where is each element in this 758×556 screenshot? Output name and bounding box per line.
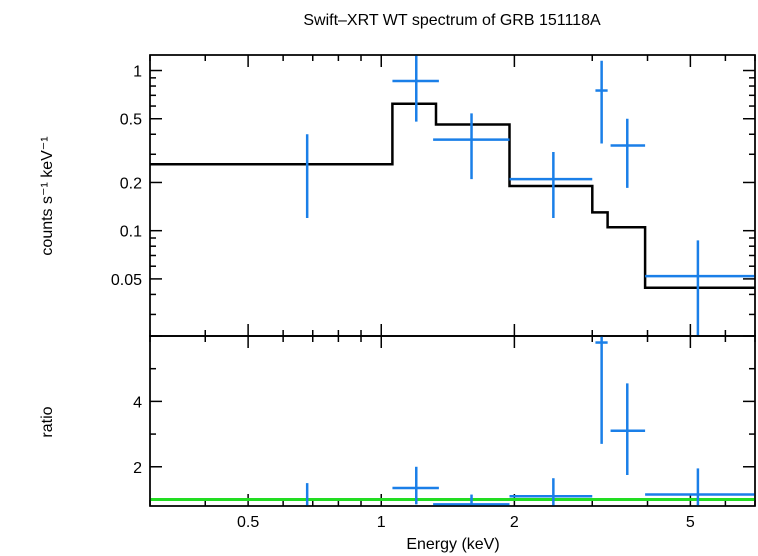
spectrum-panel-frame (149, 54, 756, 337)
ratio-data-point (509, 478, 593, 506)
spectrum-y-tick-label: 0.5 (120, 112, 142, 129)
x-tick-label: 1 (377, 514, 386, 531)
spectrum-data-point (610, 118, 646, 188)
ratio-data-point (433, 494, 510, 506)
ratio-y-tick-label: 2 (133, 460, 142, 477)
ratio-panel-border-frame (149, 335, 756, 507)
spectrum-y-axis-label: counts s⁻¹ keV⁻¹ (39, 136, 56, 255)
ratio-data-point (392, 466, 439, 505)
x-tick-label: 0.5 (237, 514, 259, 531)
ratio-panel-frame (149, 335, 756, 507)
spectrum-y-tick-label: 0.05 (111, 272, 142, 289)
spectrum-data-point (595, 60, 608, 144)
x-axis-label: Energy (keV) (406, 536, 499, 553)
spectrum-data-point (392, 55, 439, 122)
spectrum-y-tick-label: 0.2 (120, 175, 142, 192)
spectrum-data-point (645, 240, 755, 336)
model-step-line (150, 102, 755, 290)
spectrum-y-tick-label: 1 (133, 64, 142, 81)
ratio-y-axis-label: ratio (39, 406, 56, 437)
ratio-data-point (645, 468, 755, 506)
chart-title: Swift–XRT WT spectrum of GRB 151118A (303, 12, 601, 29)
spectrum-data-point (433, 113, 510, 180)
x-tick-label: 5 (686, 514, 695, 531)
ratio-panel: 0.5 1 2 5 2 4 (133, 335, 756, 531)
spectrum-panel-border-frame (149, 54, 756, 337)
spectrum-y-tick-label: 0.1 (120, 224, 142, 241)
spectrum-data-point (509, 151, 593, 219)
ratio-y-tick-label: 4 (133, 394, 142, 411)
x-tick-label: 2 (510, 514, 519, 531)
ratio-data-point (595, 336, 608, 444)
ratio-data-point (610, 383, 646, 475)
spectrum-panel: 0.05 0.1 0.2 0.5 1 (111, 54, 756, 348)
